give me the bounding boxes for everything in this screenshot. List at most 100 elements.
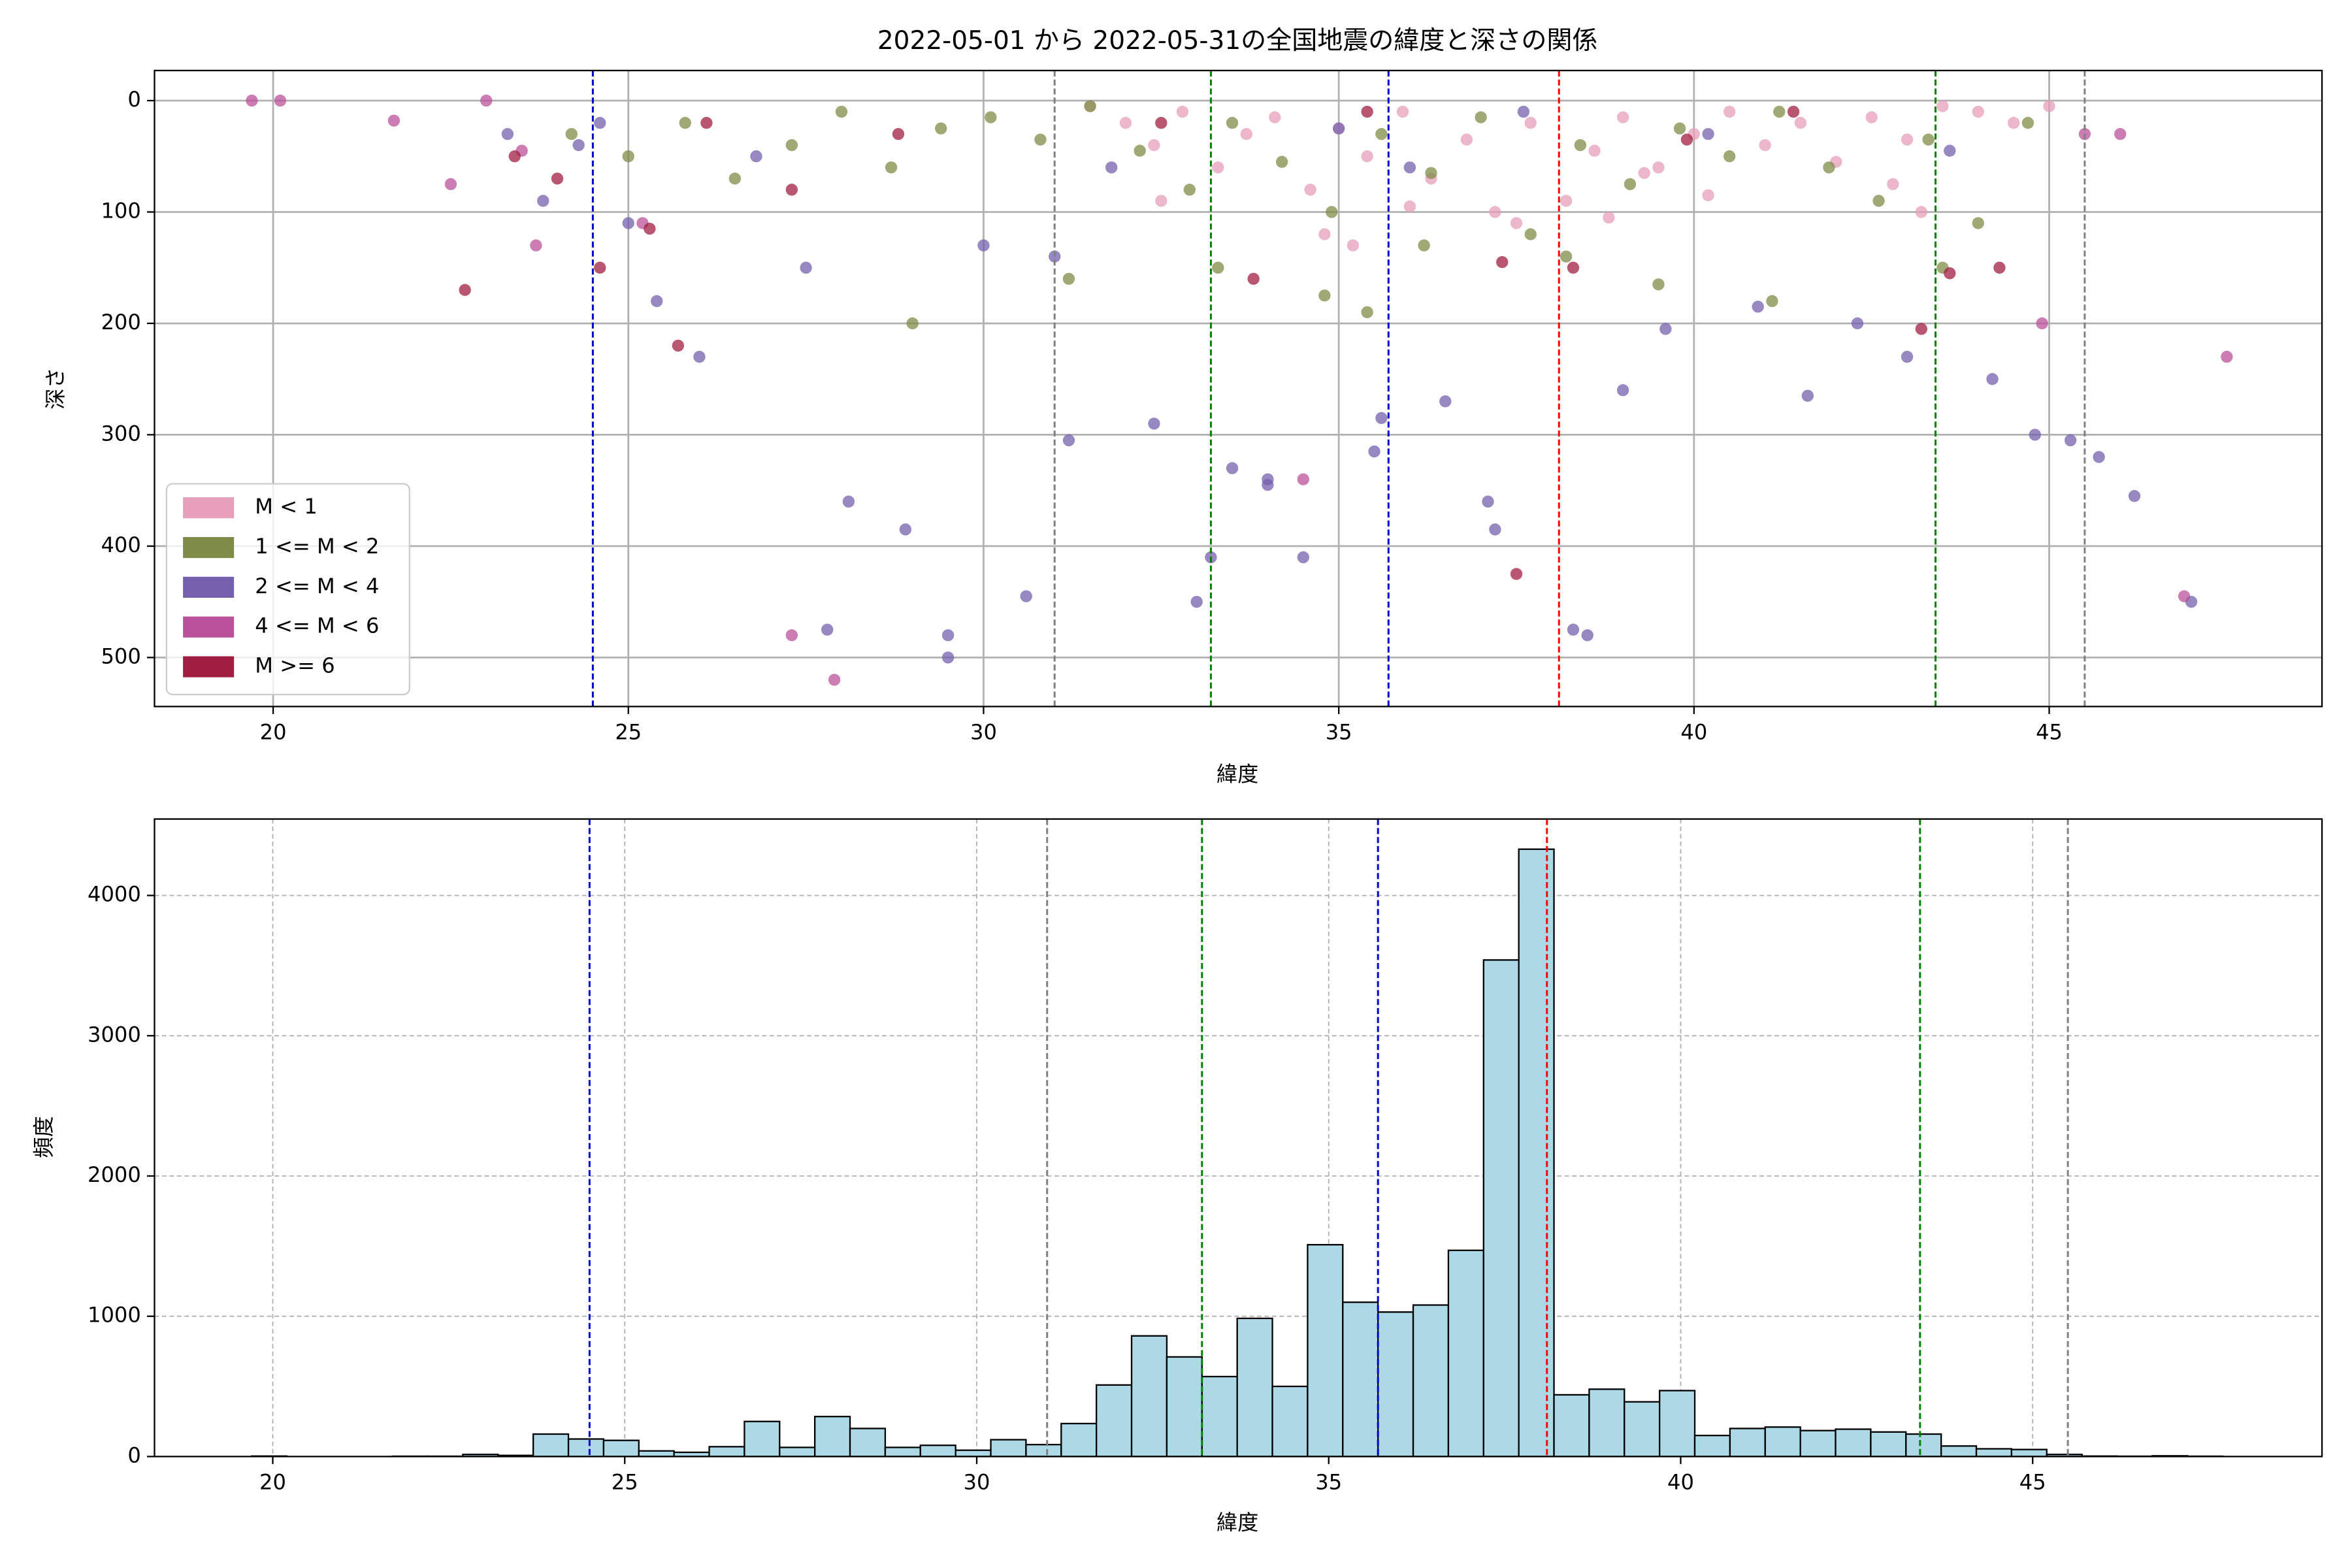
point bbox=[885, 161, 898, 174]
bar bbox=[1482, 959, 1520, 1457]
point bbox=[1226, 116, 1239, 129]
point bbox=[1510, 217, 1523, 229]
bar bbox=[779, 1446, 816, 1457]
y-axis-label: 深さ bbox=[43, 368, 68, 410]
point bbox=[1752, 301, 1764, 313]
point bbox=[1652, 161, 1665, 174]
point bbox=[906, 317, 919, 330]
point bbox=[1368, 445, 1380, 458]
point bbox=[1034, 133, 1047, 146]
point bbox=[800, 261, 812, 274]
legend-box bbox=[165, 483, 410, 696]
point bbox=[246, 94, 258, 107]
point bbox=[1020, 590, 1032, 602]
point bbox=[1482, 495, 1494, 508]
point bbox=[1524, 116, 1537, 129]
point bbox=[1581, 629, 1593, 642]
y-tick-label: 0 bbox=[127, 87, 140, 112]
point bbox=[387, 114, 400, 127]
point bbox=[2029, 429, 2041, 441]
point bbox=[728, 172, 742, 185]
bar bbox=[1835, 1428, 1872, 1457]
point bbox=[2007, 116, 2020, 129]
point bbox=[977, 239, 990, 252]
point bbox=[2178, 590, 2191, 602]
point bbox=[700, 116, 713, 129]
point bbox=[1936, 100, 1949, 112]
y-tick-label: 100 bbox=[101, 198, 140, 223]
bar bbox=[1447, 1249, 1484, 1457]
point bbox=[892, 127, 905, 140]
point bbox=[1297, 473, 1309, 485]
point bbox=[1915, 206, 1927, 218]
point bbox=[1702, 127, 1714, 140]
point bbox=[1915, 323, 1927, 335]
point bbox=[1510, 568, 1523, 580]
bar bbox=[1940, 1445, 1978, 1457]
x-tick-label: 40 bbox=[1680, 720, 1707, 745]
legend-label: 4 <= M < 6 bbox=[255, 613, 379, 638]
bar bbox=[638, 1450, 675, 1457]
legend-swatch bbox=[183, 536, 235, 559]
point bbox=[2114, 127, 2127, 140]
point bbox=[1638, 167, 1650, 179]
point bbox=[1901, 350, 1914, 363]
point bbox=[1262, 473, 1274, 485]
bar bbox=[884, 1446, 921, 1457]
point bbox=[594, 116, 606, 129]
point bbox=[565, 127, 578, 140]
point bbox=[1347, 239, 1360, 252]
point bbox=[1759, 139, 1771, 152]
point bbox=[1560, 195, 1573, 207]
point bbox=[1375, 412, 1388, 425]
point bbox=[1787, 105, 1800, 118]
point bbox=[1361, 105, 1373, 118]
point bbox=[1318, 289, 1331, 302]
point bbox=[1723, 150, 1736, 163]
point bbox=[1823, 161, 1835, 174]
point bbox=[1489, 523, 1501, 536]
bar bbox=[1553, 1394, 1590, 1457]
y-tick-label: 4000 bbox=[88, 882, 141, 907]
point bbox=[1361, 306, 1373, 319]
bar bbox=[1025, 1443, 1062, 1457]
x-tick-label: 40 bbox=[1667, 1470, 1694, 1495]
point bbox=[2021, 116, 2034, 129]
bar bbox=[1130, 1335, 1168, 1457]
bar bbox=[1166, 1356, 1203, 1457]
bar bbox=[532, 1433, 570, 1457]
bar bbox=[708, 1446, 745, 1457]
point bbox=[1269, 111, 1281, 123]
point bbox=[1702, 189, 1714, 202]
point bbox=[622, 217, 634, 229]
point bbox=[1212, 161, 1224, 174]
point bbox=[2064, 434, 2077, 447]
point bbox=[1049, 250, 1061, 263]
point bbox=[530, 239, 542, 252]
point bbox=[1680, 133, 1693, 146]
point bbox=[1119, 116, 1132, 129]
point bbox=[1361, 150, 1373, 163]
bar bbox=[1518, 848, 1555, 1457]
point bbox=[1062, 272, 1075, 285]
point bbox=[1375, 127, 1388, 140]
plot-frame bbox=[154, 818, 2323, 1458]
point bbox=[274, 94, 287, 107]
point bbox=[1652, 278, 1665, 291]
bar bbox=[1975, 1448, 2013, 1457]
bar bbox=[1096, 1384, 1133, 1457]
legend-label: 1 <= M < 2 bbox=[255, 534, 379, 559]
point bbox=[1318, 228, 1331, 240]
x-tick-label: 20 bbox=[260, 720, 287, 745]
legend-swatch bbox=[183, 656, 235, 678]
plot-frame bbox=[154, 69, 2323, 708]
bar bbox=[1870, 1431, 1907, 1457]
bar bbox=[814, 1416, 851, 1457]
point bbox=[1148, 417, 1160, 430]
x-axis-label: 緯度 bbox=[1217, 762, 1258, 787]
point bbox=[672, 339, 685, 352]
point bbox=[985, 111, 997, 123]
bar bbox=[1905, 1433, 1942, 1457]
y-axis-label: 頻度 bbox=[31, 1116, 56, 1158]
